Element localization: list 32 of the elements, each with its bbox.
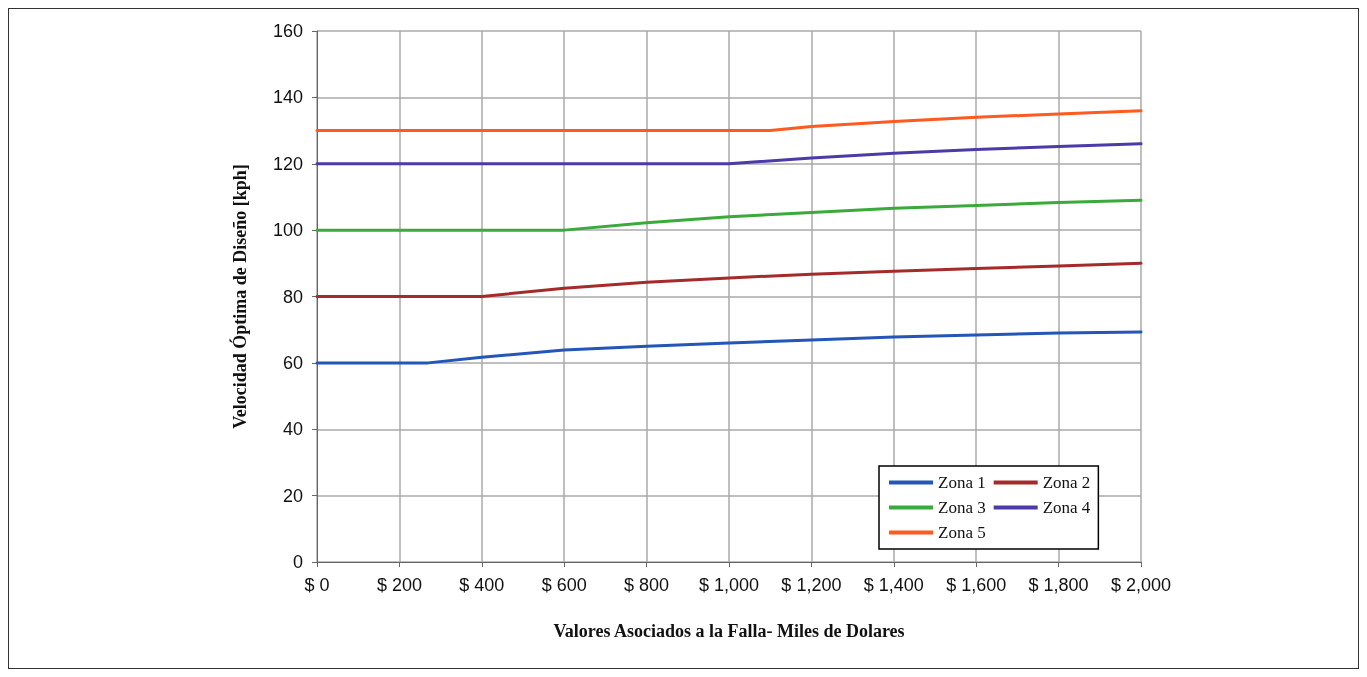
y-tick-label: 0 xyxy=(292,552,303,572)
y-axis-title: Velocidad Óptima de Diseño [kph] xyxy=(229,164,250,429)
x-axis-title: Valores Asociados a la Falla- Miles de Dolares xyxy=(553,621,905,641)
x-tick-label: $ 0 xyxy=(304,575,330,595)
legend-label: Zona 2 xyxy=(1042,473,1091,492)
line-series xyxy=(315,142,1143,166)
legend-label: Zona 1 xyxy=(938,473,986,492)
x-tick-label: $ 400 xyxy=(459,575,505,595)
line-series xyxy=(315,198,1143,232)
x-tick-label: $ 1,200 xyxy=(781,575,842,595)
legend-label: Zona 4 xyxy=(1042,498,1091,517)
line-series xyxy=(315,109,1143,133)
x-tick-label: $ 200 xyxy=(376,575,422,595)
y-tick-label: 60 xyxy=(282,352,303,373)
x-tick-label: $ 1,000 xyxy=(698,575,760,595)
x-tick-label: $ 1,400 xyxy=(863,575,924,595)
y-tick-label: 100 xyxy=(272,220,303,241)
legend-label: Zona 3 xyxy=(938,498,986,517)
y-tick-label: 40 xyxy=(282,419,303,440)
y-tick-label: 80 xyxy=(282,286,303,307)
x-tick-label: $ 1,800 xyxy=(1028,575,1089,595)
line-series xyxy=(315,330,1143,365)
y-tick-label: 20 xyxy=(282,485,303,506)
x-tick-label: $ 800 xyxy=(624,575,670,595)
x-tick-label: $ 2,000 xyxy=(1110,575,1172,595)
legend-label: Zona 5 xyxy=(938,523,986,542)
line-series xyxy=(315,261,1143,298)
x-tick-label: $ 600 xyxy=(541,575,587,595)
y-tick-label: 140 xyxy=(272,87,303,108)
y-tick-label: 160 xyxy=(272,21,303,41)
x-tick-label: $ 1,600 xyxy=(946,575,1007,595)
y-tick-label: 120 xyxy=(272,153,303,174)
